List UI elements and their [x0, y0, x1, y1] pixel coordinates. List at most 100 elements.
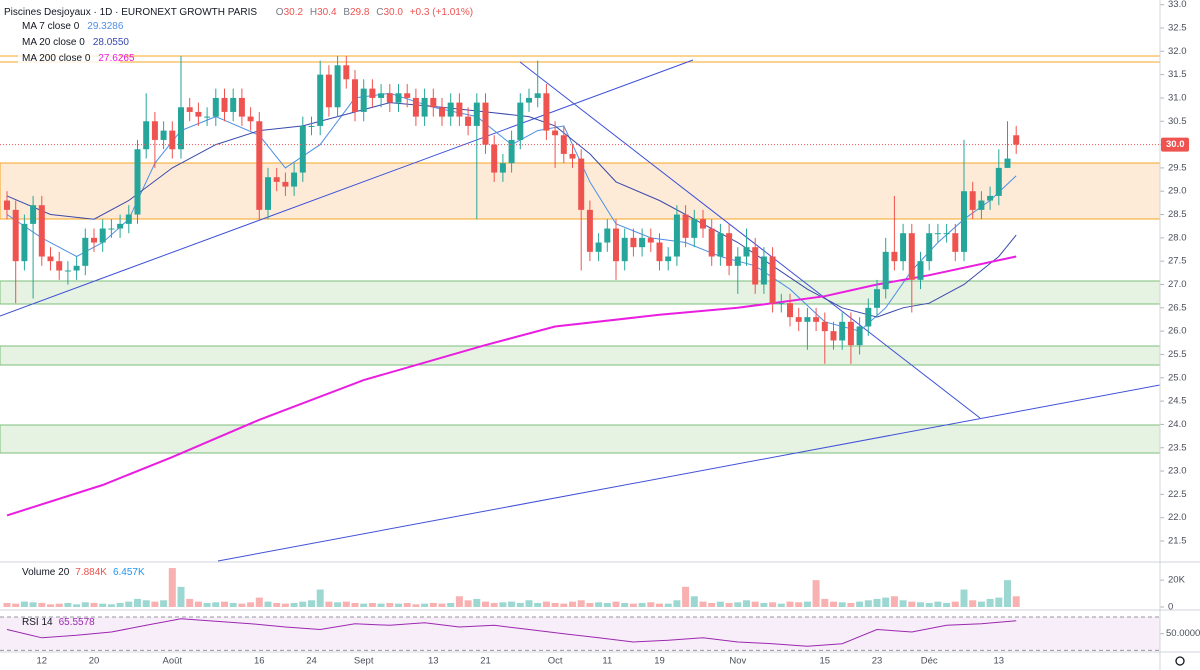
candle-body [639, 237, 646, 248]
candle-body [143, 121, 150, 150]
volume-bar [273, 602, 281, 607]
volume-bar [890, 596, 898, 607]
candle-body [682, 214, 689, 238]
y-tick-label: 23.5 [1168, 442, 1187, 453]
volume-bar [743, 600, 750, 607]
candle-body [604, 228, 611, 243]
volume-bar [212, 602, 220, 607]
x-tick-label: 21 [480, 656, 491, 667]
volume-bar [134, 598, 141, 607]
y-tick-label: 31.5 [1168, 69, 1187, 80]
y-tick-label: 50.0000 [1166, 628, 1200, 639]
candle-body [961, 191, 967, 252]
candle-body [952, 233, 959, 252]
settings-button[interactable] [1175, 656, 1185, 666]
legend-name: MA 20 close 0 [22, 37, 85, 48]
x-tick-label: 19 [654, 656, 665, 667]
candle-body [778, 303, 785, 305]
trend-line [217, 384, 1160, 562]
candle-body [169, 130, 176, 150]
volume-bar [316, 589, 324, 607]
volume-bar [438, 603, 446, 607]
ohlc-key: B [343, 7, 350, 18]
volume-bar [856, 601, 864, 607]
candle-body [569, 153, 576, 159]
x-tick-label: 13 [428, 656, 439, 667]
candle-body [56, 261, 63, 271]
volume-bar [342, 601, 350, 607]
candle-body [1004, 158, 1011, 168]
candle-body [752, 247, 759, 285]
volume-bar [769, 602, 777, 607]
candle-body [369, 88, 376, 98]
y-tick-label: 21.5 [1168, 536, 1187, 547]
volume-bar [142, 600, 150, 607]
candle-body [412, 97, 419, 117]
candle-body [891, 251, 898, 262]
candle-body [447, 102, 454, 117]
volume-bar [73, 604, 81, 607]
candle-body [12, 209, 19, 262]
candle-body [456, 102, 463, 117]
volume-bar [751, 601, 759, 607]
candle-body [856, 326, 863, 346]
candle-body [186, 107, 193, 112]
x-tick-label: Déc [921, 656, 938, 667]
volume-bar [473, 598, 481, 607]
volume-bar [334, 602, 342, 607]
ohlc-key: O [276, 7, 284, 18]
y-tick-label: 25.0 [1168, 372, 1187, 383]
legend-name: RSI 14 [22, 617, 53, 628]
candle-body [178, 107, 184, 150]
candle-body [64, 270, 71, 272]
last-price-box [1161, 137, 1189, 152]
volume-bar [299, 601, 307, 607]
candle-body [526, 97, 532, 103]
volume-bar [168, 568, 176, 607]
legend-name: MA 7 close 0 [22, 21, 80, 32]
candle-body [4, 200, 10, 210]
volume-bar [577, 600, 585, 607]
volume-bar [560, 603, 568, 607]
x-tick-label: Oct [548, 656, 563, 667]
volume-bar [917, 602, 924, 607]
volume-bar [81, 602, 89, 607]
candle-body [439, 107, 445, 117]
candle-body [291, 172, 298, 187]
x-tick-label: 16 [254, 656, 265, 667]
candle-body [343, 65, 350, 80]
volume-bar [725, 602, 733, 607]
legend-value: 27.6265 [98, 53, 135, 64]
candle-body [900, 233, 907, 262]
candle-body [195, 111, 202, 117]
zone [0, 345, 1160, 366]
candle-body [325, 74, 332, 108]
legend-bg [18, 35, 120, 49]
volume-bar [264, 601, 272, 607]
candle-body [656, 242, 663, 262]
volume-bar [194, 601, 202, 607]
candle-body [804, 317, 811, 322]
candle-body [47, 256, 54, 262]
x-tick-label: 15 [820, 656, 831, 667]
candle-body [73, 265, 80, 271]
candle-body [839, 321, 846, 341]
ohlc-value: 30.4 [317, 7, 337, 18]
candle-body [1013, 135, 1020, 145]
legend-name: MA 200 close 0 [22, 53, 91, 64]
candle-body [82, 237, 89, 266]
candle-body [221, 97, 228, 112]
y-tick-label: 26.5 [1168, 302, 1187, 313]
volume-bar [847, 602, 855, 607]
candle-body [534, 93, 541, 98]
candle-body [491, 144, 498, 173]
volume-bar [177, 586, 185, 607]
volume-bar [542, 601, 550, 607]
legend-entry: MA 7 close 0 29.3286 [22, 21, 124, 32]
gear-icon[interactable] [1175, 656, 1185, 666]
volume-bar [125, 601, 133, 607]
volume-bar [934, 601, 942, 607]
volume-bar [621, 602, 629, 607]
legend-bg [18, 19, 120, 33]
candle-body [969, 191, 976, 210]
